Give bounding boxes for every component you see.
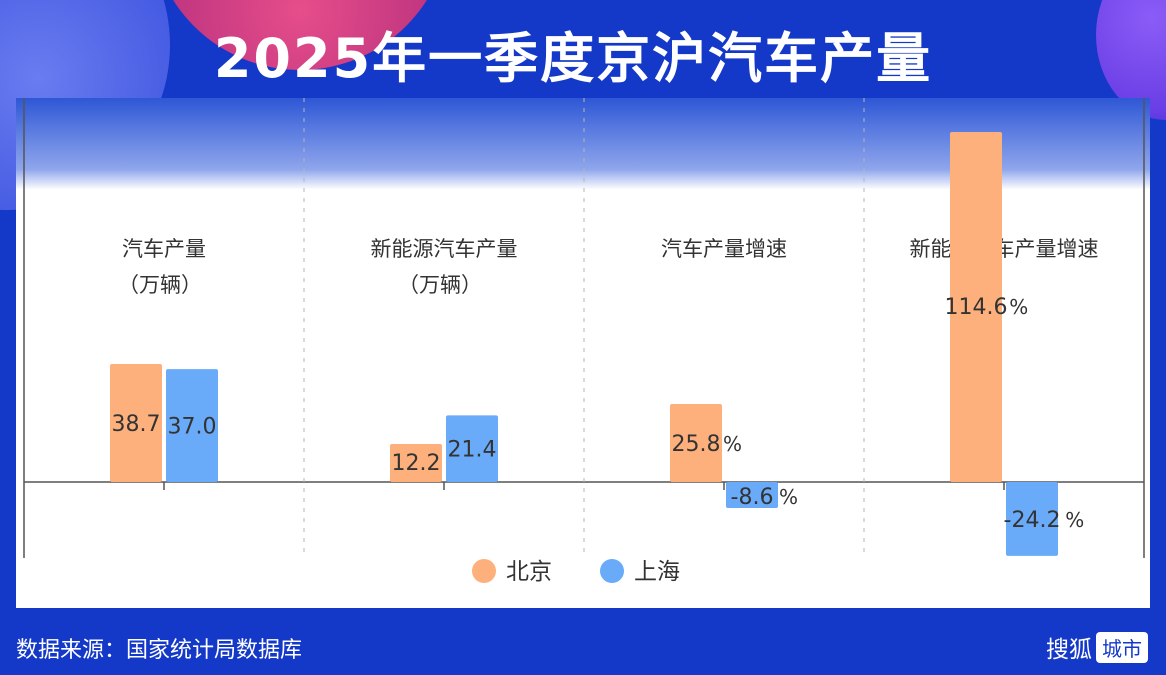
group-label: 汽车产量 — [122, 237, 206, 261]
unit-symbol: % — [779, 485, 798, 509]
bar-shanghai — [726, 482, 778, 508]
brand-logo: 搜狐 城市 — [1046, 630, 1148, 664]
group-label: 新能源汽车产量 — [371, 237, 518, 261]
data-label: 38.7 — [112, 412, 161, 437]
bar-beijing — [110, 364, 162, 482]
unit-symbol: % — [723, 432, 742, 456]
legend-swatch-beijing — [472, 559, 496, 583]
group-label: 汽车产量增速 — [661, 237, 787, 261]
bar-shanghai — [446, 415, 498, 482]
data-label: 37.0 — [168, 415, 217, 440]
data-source-text: 数据来源：国家统计局数据库 — [16, 638, 303, 663]
group-unit-label: （万辆） — [398, 273, 482, 297]
page-title: 2025年一季度京沪汽车产量 — [213, 27, 933, 90]
bar-chart: 汽车产量 （万辆） 38.7 37.0 新能源汽车产量 （万辆） 12.2 21.4 汽车产量增… — [23, 98, 1145, 585]
data-label: 25.8 — [672, 432, 721, 457]
bar-beijing — [670, 404, 722, 482]
group-label: 新能源汽车产量增速 — [910, 237, 1099, 261]
unit-symbol: % — [1065, 508, 1084, 532]
legend-label: 北京 — [506, 559, 552, 585]
bar-shanghai — [166, 369, 218, 482]
data-label: -24.2 — [1004, 508, 1061, 533]
data-label: 12.2 — [392, 451, 441, 476]
brand-tag: 城市 — [1096, 631, 1148, 663]
bar-beijing — [950, 132, 1002, 482]
group-unit-label: （万辆） — [118, 273, 202, 297]
legend-swatch-shanghai — [600, 559, 624, 583]
data-label: 21.4 — [448, 438, 497, 463]
unit-symbol: % — [1009, 295, 1028, 319]
data-label: -8.6 — [731, 485, 774, 510]
legend-label: 上海 — [634, 559, 680, 585]
chart-panel: 汽车产量 （万辆） 38.7 37.0 新能源汽车产量 （万辆） 12.2 21.4 汽车产量增… — [16, 98, 1150, 608]
brand-name: 搜狐 — [1046, 637, 1092, 663]
data-label: 114.6 — [945, 295, 1008, 320]
bar-beijing — [390, 444, 442, 482]
bar-shanghai — [1006, 482, 1058, 556]
